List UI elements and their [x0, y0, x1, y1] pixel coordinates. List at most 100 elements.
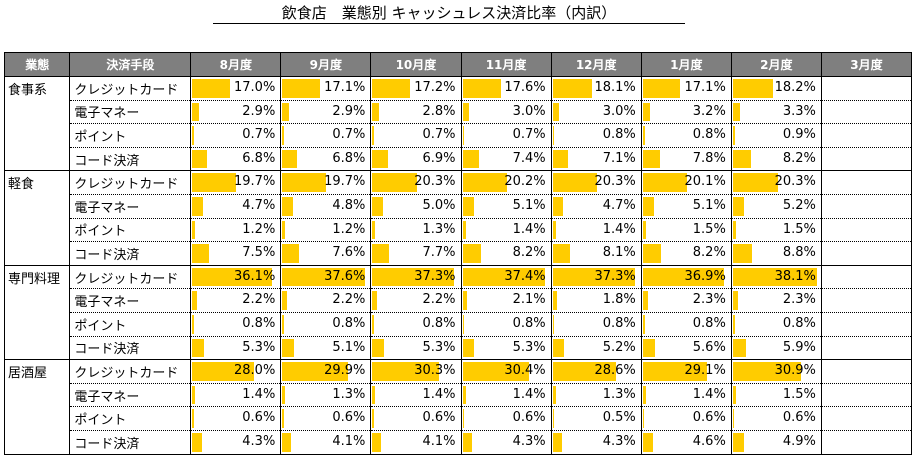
data-bar — [372, 338, 385, 358]
data-bar — [462, 432, 472, 452]
data-bar — [192, 291, 198, 310]
data-label: 7.7% — [422, 245, 456, 261]
data-label: 2.2% — [242, 292, 276, 308]
table-row: コード決済 6.8% 6.8% 6.9% 7.4% 7.1% 7.8% 8.2% — [5, 147, 912, 172]
data-label: 0.8% — [602, 315, 636, 331]
data-label: 7.6% — [332, 245, 366, 261]
data-bar — [732, 432, 744, 452]
data-bar — [282, 149, 298, 169]
value-cell: 2.2% — [370, 288, 462, 313]
value-cell: 5.2% — [550, 336, 642, 361]
data-bar — [552, 291, 557, 310]
data-bar — [642, 267, 724, 287]
value-cell: 4.3% — [190, 430, 282, 455]
value-cell: 20.1% — [640, 170, 732, 195]
value-cell: 0.6% — [370, 406, 462, 431]
value-cell: 2.2% — [280, 288, 372, 313]
value-cell — [820, 359, 912, 384]
value-cell: 1.4% — [460, 383, 552, 408]
value-cell: 2.3% — [640, 288, 732, 313]
value-cell: 1.3% — [550, 383, 642, 408]
data-label: 17.6% — [504, 80, 546, 95]
header-month: 11月度 — [460, 52, 552, 77]
data-bar — [282, 362, 349, 381]
table-row: コード決済 7.5% 7.6% 7.7% 8.2% 8.1% 8.2% 8.8% — [5, 241, 912, 266]
data-bar — [462, 362, 530, 381]
data-label: 1.4% — [512, 221, 546, 237]
value-cell: 6.8% — [190, 147, 282, 172]
data-bar — [372, 220, 376, 240]
data-label: 0.8% — [422, 315, 456, 331]
data-label: 2.3% — [692, 292, 726, 308]
data-label: 4.3% — [512, 433, 546, 449]
data-bar — [552, 102, 560, 122]
data-bar — [462, 314, 465, 334]
data-label: 17.0% — [234, 80, 276, 95]
data-label: 7.5% — [242, 245, 276, 261]
data-bar — [462, 220, 466, 240]
data-label: 5.9% — [782, 339, 816, 355]
data-label: 36.9% — [684, 268, 726, 284]
data-label: 1.2% — [332, 221, 366, 237]
value-cell: 4.6% — [640, 430, 732, 455]
value-cell — [820, 123, 912, 148]
value-cell: 19.7% — [190, 170, 282, 195]
data-label: 1.5% — [782, 221, 816, 237]
data-label: 19.7% — [234, 174, 276, 190]
payment-method-cell: コード決済 — [69, 336, 192, 361]
value-cell: 0.6% — [640, 406, 732, 431]
value-cell: 20.3% — [550, 170, 642, 195]
data-bar — [372, 196, 384, 216]
data-bar — [552, 385, 556, 405]
data-label: 7.1% — [602, 150, 636, 166]
data-bar — [642, 362, 707, 381]
value-cell: 8.8% — [730, 241, 822, 266]
value-cell: 5.1% — [640, 194, 732, 219]
data-bar — [372, 173, 418, 192]
data-label: 4.3% — [242, 433, 276, 449]
data-bar — [372, 149, 388, 169]
table-row: コード決済 5.3% 5.1% 5.3% 5.3% 5.2% 5.6% 5.9% — [5, 336, 912, 361]
value-cell: 7.6% — [280, 241, 372, 266]
value-cell: 4.1% — [370, 430, 462, 455]
data-label: 1.5% — [692, 221, 726, 237]
value-cell: 0.8% — [640, 123, 732, 148]
data-label: 20.1% — [684, 174, 726, 190]
value-cell: 8.2% — [730, 147, 822, 172]
data-bar — [642, 173, 687, 192]
value-cell: 36.1% — [190, 265, 282, 290]
data-label: 37.6% — [324, 268, 366, 284]
value-cell: 20.3% — [370, 170, 462, 195]
business-type-cell: 居酒屋 — [3, 359, 71, 455]
value-cell: 0.6% — [280, 406, 372, 431]
table-body: 食事系 クレジットカード 17.0% 17.1% 17.2% 17.6% 18.1% 17.1… — [3, 76, 912, 455]
data-bar — [462, 385, 466, 405]
payment-method-cell: 電子マネー — [69, 288, 192, 313]
value-cell: 37.3% — [550, 265, 642, 290]
data-bar — [282, 244, 299, 263]
data-label: 18.1% — [594, 80, 636, 95]
value-cell: 7.4% — [460, 147, 552, 172]
data-label: 3.0% — [602, 103, 636, 119]
data-bar — [552, 244, 571, 263]
data-bar — [552, 79, 593, 98]
data-label: 0.5% — [602, 410, 636, 426]
data-label: 5.2% — [782, 197, 816, 213]
value-cell: 6.8% — [280, 147, 372, 172]
data-bar — [282, 409, 284, 428]
data-label: 3.0% — [512, 103, 546, 119]
data-label: 4.6% — [692, 433, 726, 449]
data-label: 30.9% — [774, 363, 816, 379]
value-cell: 17.6% — [460, 76, 552, 101]
data-bar — [462, 409, 464, 428]
value-cell: 0.5% — [550, 406, 642, 431]
data-bar — [192, 244, 209, 263]
table-row: 電子マネー 2.2% 2.2% 2.2% 2.1% 1.8% 2.3% 2.3% — [5, 288, 912, 313]
value-cell: 1.3% — [370, 218, 462, 243]
table-row: 専門料理 クレジットカード 36.1% 37.6% 37.3% 37.4% 37.3% 36.… — [3, 265, 912, 361]
value-cell: 7.7% — [370, 241, 462, 266]
header-month: 3月度 — [820, 52, 912, 77]
value-cell: 0.6% — [190, 406, 282, 431]
data-bar — [192, 173, 236, 192]
data-bar — [282, 267, 365, 287]
